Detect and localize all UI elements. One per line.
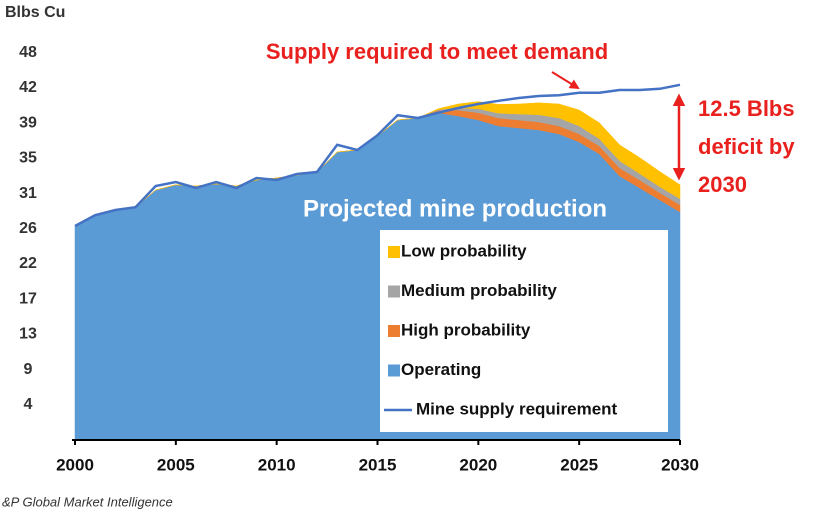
x-tick-label: 2010 bbox=[258, 455, 296, 474]
y-tick-label: 35 bbox=[19, 150, 37, 167]
legend-swatch bbox=[388, 364, 400, 377]
legend-box bbox=[380, 230, 668, 432]
x-tick-label: 2015 bbox=[359, 455, 397, 474]
legend-label: High probability bbox=[401, 320, 531, 339]
annotation: 12.5 Blbs bbox=[698, 96, 795, 121]
source: &P Global Market Intelligence bbox=[2, 494, 173, 509]
x-tick-label: 2025 bbox=[560, 455, 598, 474]
y-tick-label: 9 bbox=[24, 361, 33, 378]
legend-swatch bbox=[388, 325, 400, 337]
annotation-arrow bbox=[551, 71, 580, 90]
legend-label: Mine supply requirement bbox=[416, 399, 618, 418]
annotation: 2030 bbox=[698, 172, 747, 197]
y-tick-label: 48 bbox=[19, 44, 37, 61]
legend-label: Medium probability bbox=[401, 281, 557, 300]
line bbox=[74, 83, 681, 228]
area bbox=[74, 101, 681, 227]
legend-swatch bbox=[388, 285, 400, 298]
y-tick-label: 26 bbox=[19, 220, 37, 237]
y-axis-label: Blbs Cu bbox=[5, 4, 65, 21]
x-tick-label: 2000 bbox=[56, 455, 94, 474]
legend-label: Operating bbox=[401, 360, 481, 379]
x-tick-label: 2030 bbox=[661, 455, 699, 474]
x-tick-label: 2020 bbox=[459, 455, 497, 474]
y-tick-label: 17 bbox=[19, 290, 37, 307]
y-tick-label: 31 bbox=[19, 185, 37, 202]
y-tick-label: 22 bbox=[19, 255, 37, 272]
y-tick-label: 13 bbox=[19, 326, 37, 343]
annotation: Projected mine production bbox=[303, 195, 607, 222]
main: 4 9 13 17 22 26 31 35 39 42 48 2000 2005 2010 2015 2020… bbox=[19, 44, 699, 474]
y-tick-label: 42 bbox=[19, 79, 37, 96]
legend-label: Low probability bbox=[401, 241, 527, 260]
annotation: deficit by bbox=[698, 134, 795, 159]
y-tick-label: 39 bbox=[19, 114, 37, 131]
x-tick-label: 2005 bbox=[157, 455, 195, 474]
annotation: Supply required to meet demand bbox=[266, 39, 608, 64]
y-tick-label: 4 bbox=[24, 396, 33, 413]
legend-swatch bbox=[388, 246, 400, 258]
